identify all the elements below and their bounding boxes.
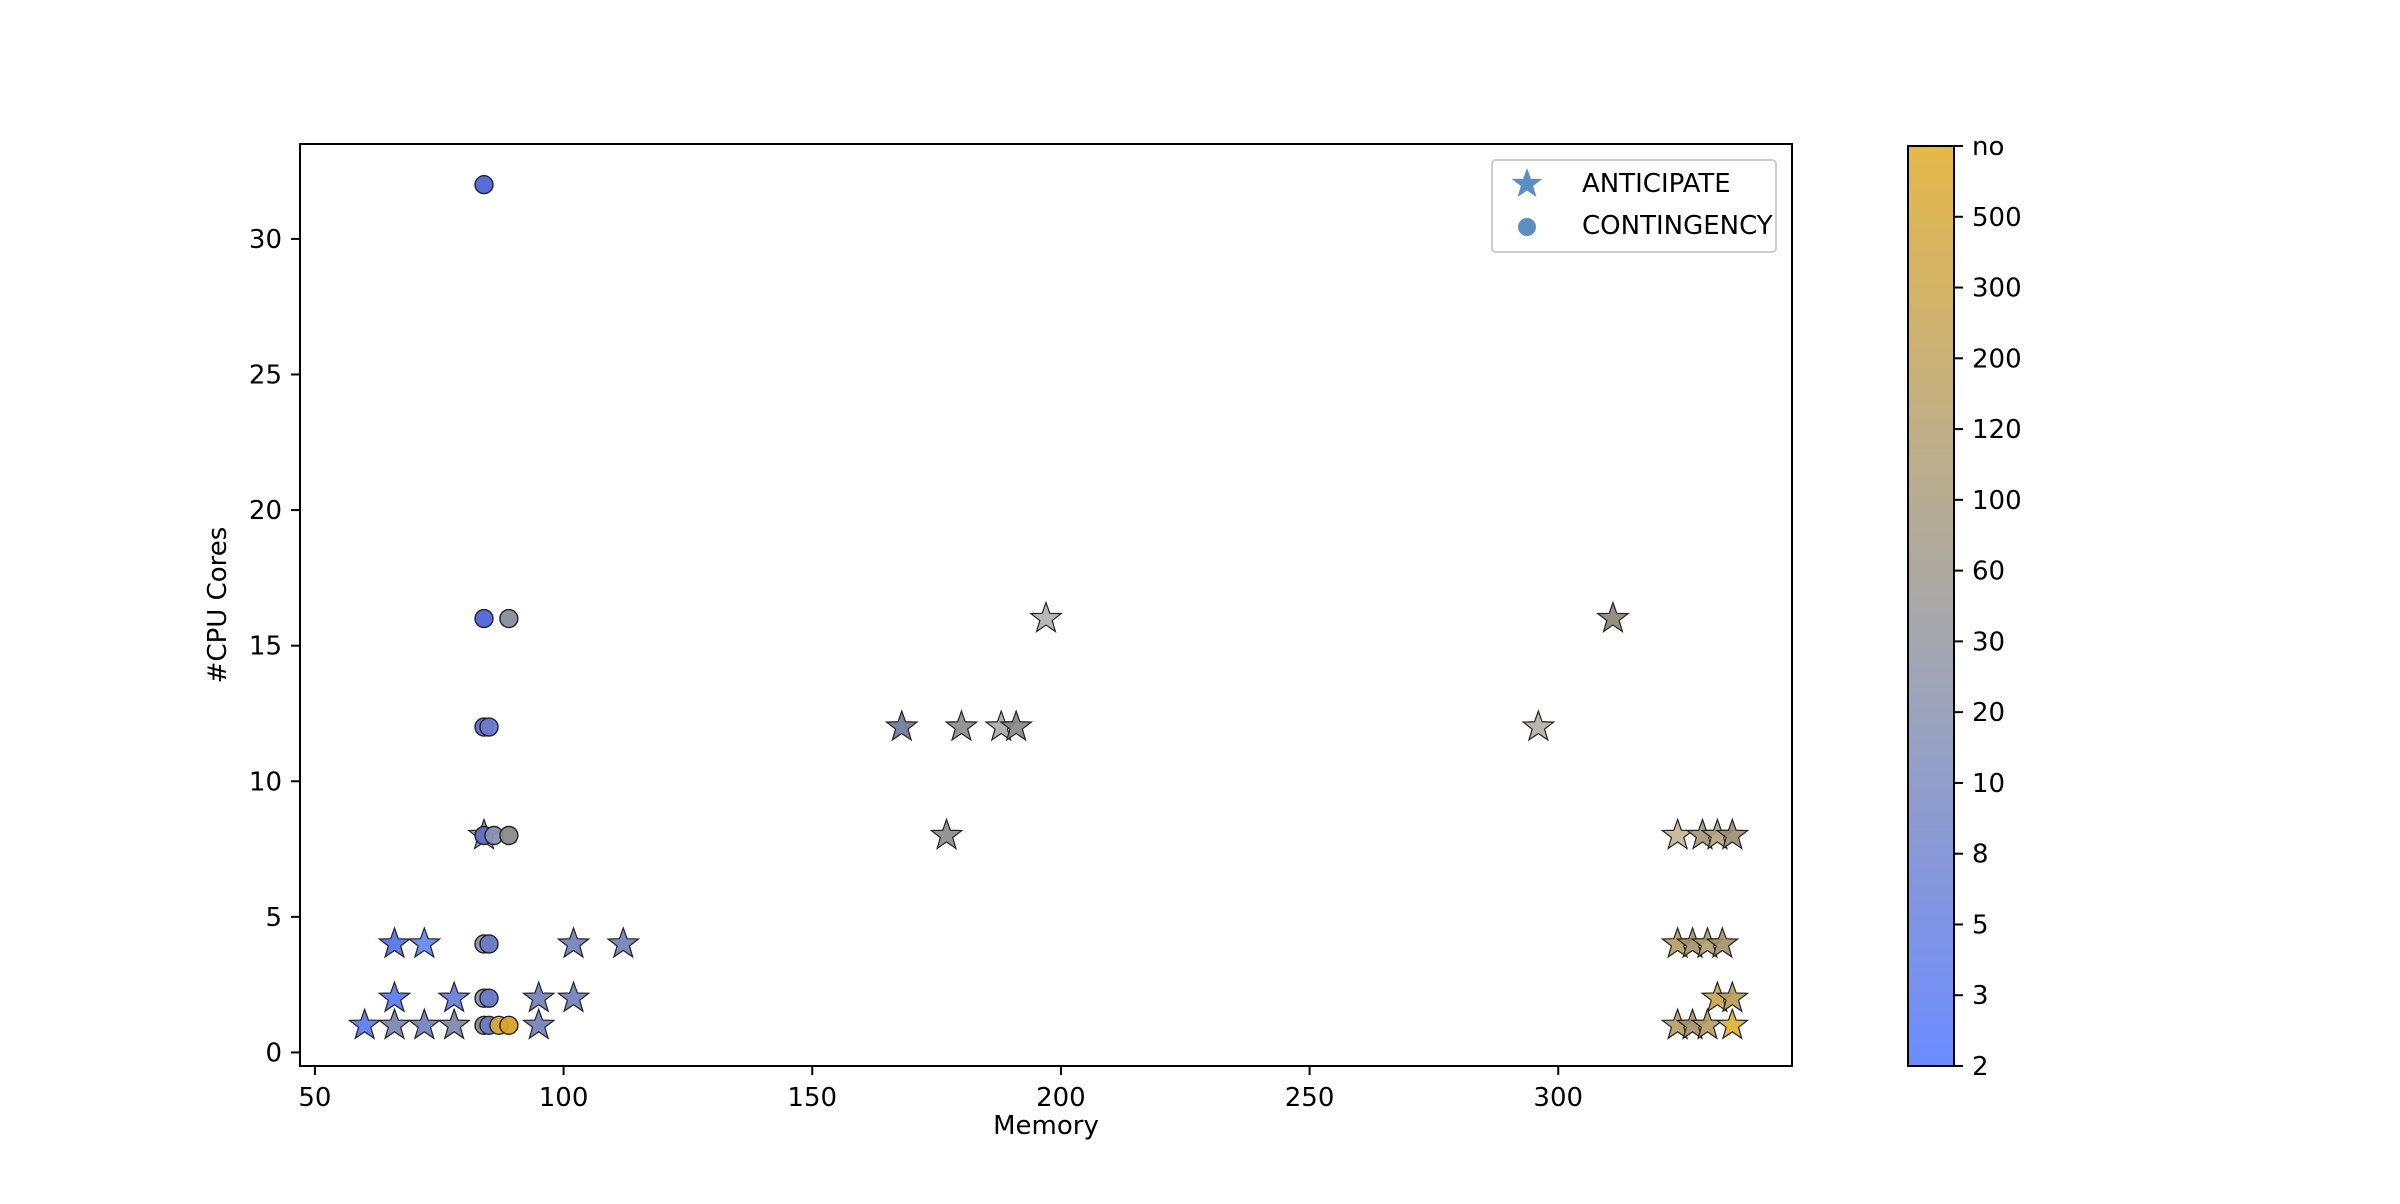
contingency-circle-point (479, 717, 499, 737)
legend-label-anticipate: ANTICIPATE (1582, 169, 1731, 199)
legend: ANTICIPATE CONTINGENCY (1491, 159, 1777, 253)
x-axis: 50 100 150 200 250 300 (298, 1066, 1583, 1113)
x-tick-label: 300 (1533, 1083, 1583, 1113)
anticipate-star-point (407, 926, 442, 959)
anticipate-star-point (606, 926, 641, 959)
y-tick-label: 10 (249, 767, 282, 797)
anticipate-star-point (377, 1007, 412, 1040)
legend-label-contingency: CONTINGENCY (1582, 211, 1773, 241)
anticipate-star-point (999, 709, 1034, 742)
colorbar-tick-label: 2 (1972, 1052, 1989, 1082)
anticipate-star-point (944, 709, 979, 742)
legend-circle-icon (1518, 218, 1536, 236)
y-axis: 0 5 10 15 20 25 30 (249, 225, 300, 1068)
y-tick-label: 30 (249, 225, 282, 255)
colorbar-tick-label: 300 (1972, 274, 2022, 304)
colorbar-tick-label: 120 (1972, 415, 2022, 445)
x-tick-label: 200 (1036, 1083, 1086, 1113)
anticipate-star-point (437, 1007, 472, 1040)
x-tick-label: 50 (298, 1083, 331, 1113)
anticipate-star-point (1521, 709, 1556, 742)
legend-star-marker (1511, 168, 1543, 197)
colorbar-ticks: 2 3 5 8 10 20 30 60 100 120 200 300 500 no (1954, 132, 2022, 1082)
contingency-circle-point (479, 934, 499, 954)
anticipate-star-point (1705, 926, 1740, 959)
anticipate-star-point (1715, 1007, 1750, 1040)
colorbar-tick-label: 20 (1972, 698, 2005, 728)
contingency-circle-point (474, 608, 494, 629)
anticipate-star-point (884, 709, 919, 742)
y-tick-label: 20 (249, 496, 282, 526)
anticipate-star-point (377, 980, 412, 1013)
colorbar-tick-label: no (1972, 132, 2004, 162)
anticipate-star-point (1029, 600, 1063, 633)
anticipate-star-point (521, 1007, 556, 1040)
anticipate-star-point (929, 817, 964, 850)
colorbar-tick-label: 30 (1972, 627, 2005, 657)
x-tick-label: 250 (1285, 1083, 1335, 1113)
y-tick-label: 5 (265, 903, 282, 933)
y-tick-label: 0 (265, 1038, 282, 1068)
legend-box (1491, 159, 1777, 253)
anticipate-star-point (1715, 817, 1750, 850)
y-tick-label: 25 (249, 361, 282, 391)
contingency-circle-point (499, 1015, 519, 1036)
anticipate-star-point (521, 980, 556, 1013)
data-points (347, 174, 1750, 1040)
legend-star-icon (1511, 168, 1543, 197)
anticipate-star-point (407, 1007, 442, 1040)
colorbar-tick-label: 10 (1972, 769, 2005, 799)
contingency-circle-point (479, 988, 499, 1008)
anticipate-star-point (556, 926, 591, 959)
colorbar-tick-label: 3 (1972, 981, 1989, 1011)
y-tick-label: 15 (249, 632, 282, 662)
anticipate-star-point (556, 980, 591, 1013)
colorbar-gradient (1907, 145, 1955, 1067)
colorbar-tick-label: 5 (1972, 910, 1989, 940)
contingency-circle-point (499, 825, 519, 846)
colorbar-tick-label: 8 (1972, 840, 1989, 870)
x-tick-label: 100 (539, 1083, 589, 1113)
anticipate-star-point (1596, 600, 1630, 633)
x-tick-label: 150 (787, 1083, 837, 1113)
legend-circle-marker (1518, 218, 1536, 236)
colorbar-tick-label: 500 (1972, 203, 2022, 233)
colorbar: 2 3 5 8 10 20 30 60 100 120 200 300 500 no (1907, 132, 2022, 1082)
x-axis-label: Memory (993, 1111, 1099, 1141)
colorbar-tick-label: 60 (1972, 557, 2005, 587)
anticipate-star-point (437, 980, 472, 1013)
contingency-circle-point (474, 174, 494, 195)
anticipate-star-point (377, 926, 412, 959)
contingency-circle-point (499, 608, 519, 629)
y-axis-label: #CPU Cores (203, 527, 233, 684)
anticipate-star-point (347, 1007, 382, 1040)
anticipate-star-point (1715, 980, 1750, 1013)
colorbar-tick-label: 200 (1972, 344, 2022, 374)
colorbar-tick-label: 100 (1972, 486, 2022, 516)
